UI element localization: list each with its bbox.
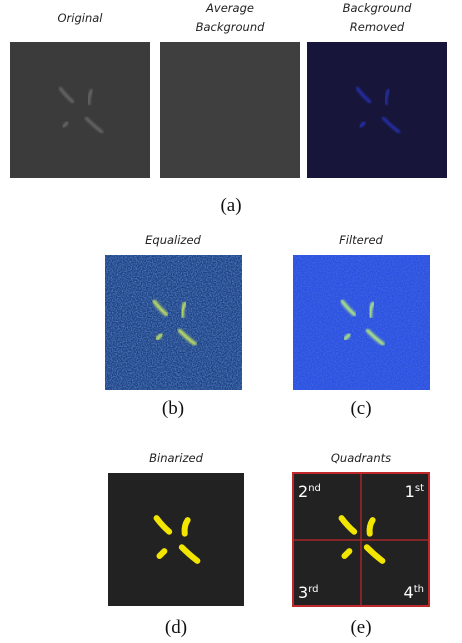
streak bbox=[370, 520, 373, 534]
panel-title: Removed bbox=[350, 20, 405, 34]
image bbox=[160, 42, 300, 178]
quadrant-number: 3 bbox=[298, 583, 308, 602]
quadrant-number: 4 bbox=[404, 583, 414, 602]
panel-title: Filtered bbox=[339, 233, 383, 247]
page: {"row_a": {"panels": [{"title": ["Origin… bbox=[0, 0, 462, 643]
panel-title: Equalized bbox=[145, 233, 201, 247]
noise bbox=[293, 255, 430, 390]
panel-title: Background bbox=[196, 20, 266, 34]
quadrant-suffix: rd bbox=[308, 584, 318, 595]
panel-title: Original bbox=[57, 11, 103, 25]
caption: (c) bbox=[350, 398, 371, 419]
figure: Original Average Background Background Remov… bbox=[0, 0, 462, 643]
caption: (a) bbox=[220, 195, 241, 216]
quadrant-number: 2 bbox=[298, 482, 308, 501]
panel-title: Binarized bbox=[149, 451, 203, 465]
caption: (d) bbox=[165, 617, 187, 638]
quadrant-suffix: nd bbox=[308, 483, 321, 494]
caption: (b) bbox=[162, 398, 184, 419]
panel-title: Quadrants bbox=[331, 451, 391, 465]
quadrant-suffix: st bbox=[415, 483, 424, 494]
quadrant-suffix: th bbox=[414, 584, 424, 595]
streak bbox=[159, 551, 164, 556]
panel-title: Background bbox=[343, 1, 413, 15]
caption: (e) bbox=[350, 617, 371, 638]
panel-title: Average bbox=[205, 1, 254, 15]
quadrant-number: 1 bbox=[405, 482, 415, 501]
image bbox=[108, 473, 244, 606]
panels: Original Average Background Background Remov… bbox=[10, 1, 447, 638]
streak bbox=[344, 551, 349, 556]
body: Original Average Background Background Remov… bbox=[0, 0, 462, 643]
streak bbox=[185, 520, 188, 534]
noise bbox=[105, 255, 242, 390]
image bbox=[307, 42, 447, 178]
image bbox=[10, 42, 150, 178]
